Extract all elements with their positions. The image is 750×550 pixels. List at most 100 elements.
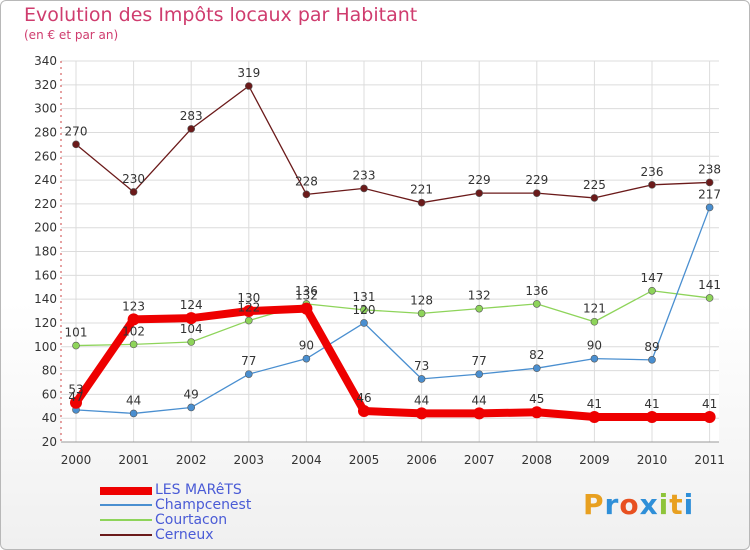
x-tick-label: 2006 xyxy=(406,453,437,467)
x-tick-label: 2000 xyxy=(61,453,92,467)
data-point xyxy=(129,340,138,349)
series-layer xyxy=(70,82,716,423)
logo-letter: t xyxy=(669,488,684,521)
data-point xyxy=(705,294,714,302)
legend-item-courtacon: Courtacon xyxy=(100,512,320,529)
legend-label: Cerneux xyxy=(155,527,214,543)
data-point xyxy=(185,312,198,325)
data-point xyxy=(532,300,541,308)
grid xyxy=(61,60,719,443)
data-point xyxy=(648,356,656,364)
series-line-0 xyxy=(72,304,710,421)
data-label: 233 xyxy=(353,168,376,182)
data-point xyxy=(245,316,253,325)
data-label: 319 xyxy=(237,66,260,80)
y-tick-label: 280 xyxy=(34,125,57,139)
series-line-1 xyxy=(75,207,711,415)
legend-swatch-courtacon xyxy=(100,519,152,521)
data-point xyxy=(129,409,138,418)
data-label: 217 xyxy=(698,187,721,201)
series-line-2 xyxy=(75,290,710,347)
data-point xyxy=(72,341,80,350)
data-label: 102 xyxy=(122,324,145,338)
data-point xyxy=(300,302,313,315)
logo-letter: o xyxy=(619,488,640,521)
data-label: 229 xyxy=(468,173,491,187)
data-label: 45 xyxy=(529,392,544,406)
data-label: 90 xyxy=(299,339,314,353)
data-point xyxy=(532,189,541,197)
y-tick-label: 100 xyxy=(34,340,57,354)
data-point xyxy=(415,407,428,420)
legend-label: Champcenest xyxy=(155,497,252,513)
series-line-3 xyxy=(75,85,710,204)
data-point xyxy=(648,286,656,295)
chart-subtitle: (en € et par an) xyxy=(24,28,119,42)
logo-letter: x xyxy=(639,488,659,521)
data-point xyxy=(475,189,484,197)
data-label: 104 xyxy=(180,322,203,336)
legend-swatch-cerneux xyxy=(100,534,152,536)
y-tick-label: 40 xyxy=(42,411,57,425)
data-label: 47 xyxy=(68,390,83,404)
y-tick-label: 160 xyxy=(34,268,57,282)
data-label: 131 xyxy=(353,290,376,304)
logo-letter: i xyxy=(658,488,670,521)
logo-letter: P xyxy=(583,488,605,521)
data-label: 225 xyxy=(583,178,606,192)
x-tick-label: 2004 xyxy=(291,453,322,467)
data-label: 221 xyxy=(410,183,433,197)
data-point xyxy=(72,140,80,149)
data-point xyxy=(590,354,599,363)
y-tick-label: 20 xyxy=(42,435,57,449)
data-label: 132 xyxy=(468,289,491,303)
logo-letter: i xyxy=(683,488,695,521)
y-tick-label: 260 xyxy=(34,149,57,163)
data-point xyxy=(129,188,138,196)
data-label: 82 xyxy=(529,348,544,362)
data-point xyxy=(646,410,658,423)
data-label: 136 xyxy=(295,284,318,298)
x-tick-label: 2010 xyxy=(637,453,668,467)
legend-swatch-champcenest xyxy=(100,504,152,506)
data-point xyxy=(360,306,368,314)
data-label: 44 xyxy=(472,393,487,407)
data-label: 46 xyxy=(356,391,371,405)
y-tick-label: 200 xyxy=(34,221,57,235)
proxiti-logo: Proxiti xyxy=(583,488,694,521)
chart-title: Evolution des Impôts locaux par Habitant xyxy=(24,4,418,26)
legend-item-champcenest: Champcenest xyxy=(100,497,320,514)
data-label: 73 xyxy=(414,359,429,373)
data-point xyxy=(358,405,370,418)
data-point xyxy=(245,370,253,378)
y-tick-label: 240 xyxy=(34,173,57,187)
data-label: 90 xyxy=(587,339,602,353)
data-label: 44 xyxy=(126,393,141,407)
data-point xyxy=(127,313,140,326)
data-point xyxy=(187,125,195,133)
legend-label: LES MARêTS xyxy=(155,482,242,498)
data-label: 130 xyxy=(237,291,260,305)
data-point xyxy=(475,370,484,378)
data-label: 230 xyxy=(122,172,145,186)
data-point xyxy=(360,184,368,193)
y-tick-label: 340 xyxy=(34,54,57,68)
x-tick-label: 2009 xyxy=(579,453,610,467)
data-label: 123 xyxy=(122,299,145,313)
data-point xyxy=(187,338,195,346)
data-label: 101 xyxy=(65,326,88,340)
data-label: 270 xyxy=(65,124,88,138)
data-label: 128 xyxy=(410,293,433,307)
legend-label: Courtacon xyxy=(155,512,228,528)
data-label: 41 xyxy=(702,397,717,411)
data-point xyxy=(532,364,541,372)
data-point xyxy=(705,178,714,187)
y-tick-label: 140 xyxy=(34,292,57,306)
data-point xyxy=(648,181,656,189)
data-label: 49 xyxy=(184,387,199,401)
data-label: 41 xyxy=(644,397,659,411)
data-labels: 270 230 283 319 228 233 221 229 229 225 236 238 101 1… xyxy=(65,66,722,411)
y-tick-label: 300 xyxy=(34,102,57,116)
data-label: 132 xyxy=(295,289,318,303)
x-tick-label: 2002 xyxy=(176,453,207,467)
